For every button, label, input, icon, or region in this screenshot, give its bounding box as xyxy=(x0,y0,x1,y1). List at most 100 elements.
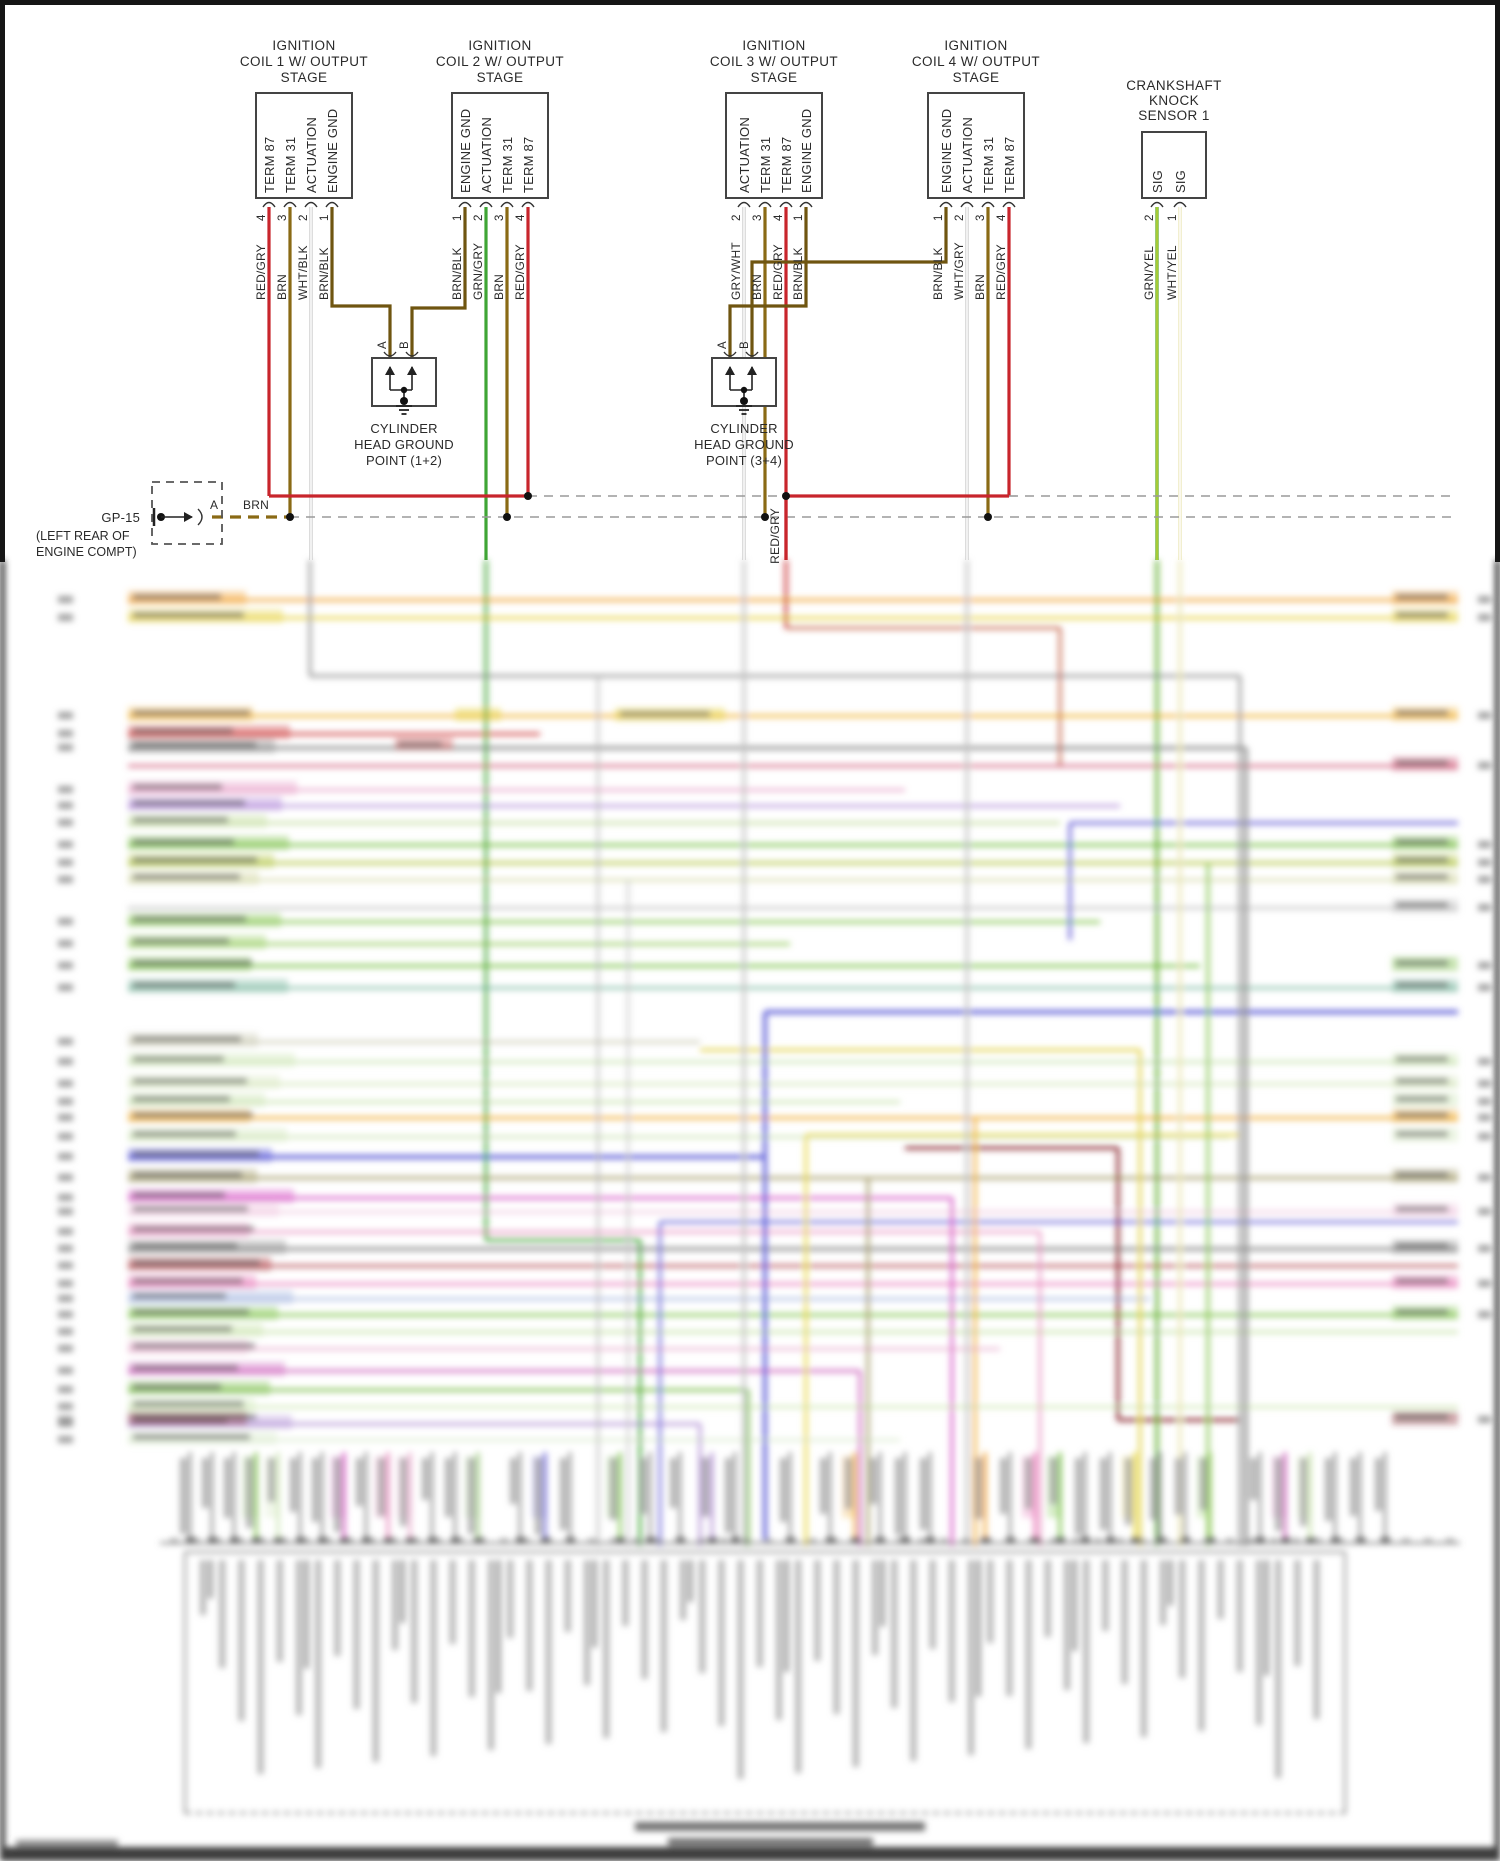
blur-shape xyxy=(186,1537,195,1544)
blur-shape xyxy=(353,1560,360,1709)
pin-arc xyxy=(1002,201,1016,208)
blur-shape xyxy=(58,1228,73,1235)
blur-shape xyxy=(16,1840,118,1849)
blur-shape xyxy=(1102,1560,1109,1631)
blur-shape xyxy=(1138,1538,1146,1544)
blur-shape xyxy=(522,1538,530,1544)
blur-shape xyxy=(507,1560,514,1638)
coil-1-title: COIL 1 W/ OUTPUT xyxy=(240,54,368,69)
blur-shape xyxy=(702,1458,709,1516)
pin-arc xyxy=(723,351,737,357)
pin-number: 4 xyxy=(256,214,268,221)
pin-number: 4 xyxy=(996,214,1008,221)
pin-arc xyxy=(737,201,751,208)
blur-shape xyxy=(1270,1538,1278,1544)
blur-shape xyxy=(406,1537,415,1544)
blur-shape xyxy=(737,1560,744,1779)
blur-shape xyxy=(58,1114,73,1121)
blur-shape xyxy=(566,1538,574,1544)
junction-dot xyxy=(524,492,532,500)
junction-dot xyxy=(400,386,408,394)
blur-shape xyxy=(731,1537,740,1544)
blur-shape xyxy=(133,1056,224,1062)
blur-shape xyxy=(58,712,73,719)
gp15-name: GP-15 xyxy=(101,510,140,525)
blur-shape xyxy=(58,876,73,883)
blur-shape xyxy=(1292,1538,1300,1544)
blur-shape xyxy=(496,1560,501,1693)
ground-point-label: CYLINDER xyxy=(710,421,777,436)
blur-shape xyxy=(58,730,73,737)
wire-color-label: GRN/GRY xyxy=(471,243,485,300)
junction-dot xyxy=(740,397,748,405)
blur-shape xyxy=(1396,1131,1448,1137)
blur-shape xyxy=(58,786,73,793)
blur-shape xyxy=(58,744,73,751)
pin-number: 2 xyxy=(954,215,966,221)
blur-shape xyxy=(1140,1560,1147,1737)
blur-shape xyxy=(296,1560,302,1715)
blur-shape xyxy=(400,1560,405,1623)
blur-shape xyxy=(968,1560,974,1755)
blur-shape xyxy=(1313,1560,1320,1719)
blur-shape xyxy=(133,1226,254,1232)
blur-shape xyxy=(845,1458,852,1509)
blur-shape xyxy=(592,1560,597,1648)
blur-shape xyxy=(668,1838,873,1846)
wire-color-label: BRN/BLK xyxy=(931,247,945,300)
coil-4-title: COIL 4 W/ OUTPUT xyxy=(912,54,1040,69)
blur-shape xyxy=(312,1458,319,1522)
blur-shape xyxy=(133,1260,260,1266)
blur-shape xyxy=(1248,1538,1256,1544)
blur-shape xyxy=(1160,1538,1168,1544)
blur-shape xyxy=(170,1538,178,1544)
blur-shape xyxy=(610,1538,618,1544)
blur-shape xyxy=(1396,1414,1448,1420)
blur-shape xyxy=(1396,1206,1448,1212)
blur-shape xyxy=(1106,1537,1115,1544)
blur-shape xyxy=(133,817,228,823)
pin-label: SIG xyxy=(1150,170,1165,193)
blur-shape xyxy=(1150,1458,1157,1520)
blur-shape xyxy=(58,1262,73,1269)
blur-shape xyxy=(1402,1538,1410,1544)
wire-color-label: BRN xyxy=(750,274,764,300)
blur-shape xyxy=(1336,1538,1344,1544)
blur-shape xyxy=(384,1537,393,1544)
coil-1-box xyxy=(255,92,353,199)
pin-label: TERM 31 xyxy=(283,137,298,193)
blur-shape xyxy=(1396,1056,1448,1062)
blur-shape xyxy=(192,1538,200,1544)
blur-shape xyxy=(584,1560,590,1685)
pin-arc xyxy=(304,201,318,208)
blur-shape xyxy=(1056,1537,1065,1544)
wire-color-label: RED/GRY xyxy=(513,244,527,300)
blur-shape xyxy=(1200,1458,1207,1510)
blur-shape xyxy=(616,1537,625,1544)
pin-arc xyxy=(521,201,535,208)
junction-dot xyxy=(761,513,769,521)
blur-shape xyxy=(918,1538,926,1544)
blur-shape xyxy=(58,841,73,848)
blur-shape xyxy=(1396,760,1448,766)
blur-shape xyxy=(133,800,245,806)
pin-label: TERM 31 xyxy=(758,137,773,193)
blur-shape xyxy=(58,1133,73,1140)
blur-shape xyxy=(1281,1537,1290,1544)
blur-shape xyxy=(280,1538,288,1544)
blur-shape xyxy=(764,1538,772,1544)
blur-shape xyxy=(895,1458,902,1535)
blur-shape xyxy=(133,594,221,600)
pin-label: TERM 87 xyxy=(521,137,536,193)
junction-dot xyxy=(286,513,294,521)
blur-shape xyxy=(238,1560,245,1721)
blur-shape xyxy=(428,1537,437,1544)
pin-arc xyxy=(197,508,203,526)
blur-shape xyxy=(58,1420,73,1427)
blur-shape xyxy=(488,1560,494,1750)
blur-shape xyxy=(976,1560,981,1697)
blur-shape xyxy=(133,710,250,716)
blur-shape xyxy=(180,1458,187,1534)
knock-sensor-box xyxy=(1141,131,1207,199)
